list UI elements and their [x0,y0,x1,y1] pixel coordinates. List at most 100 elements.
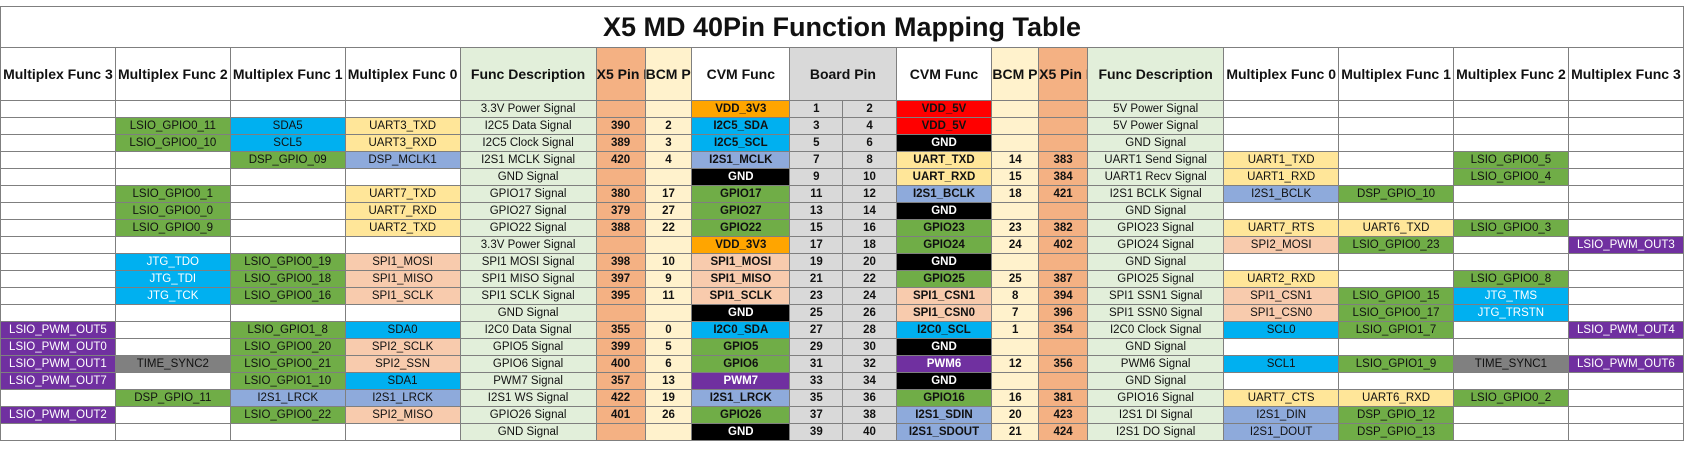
right-cvm-func: UART_RXD [895,168,993,186]
right-x5-pin-index: 396 [1038,304,1089,322]
left-cvm-func: I2S1_LRCK [691,389,791,407]
right-mux2: LSIO_GPIO0_5 [1452,151,1569,169]
left-cvm-func: GPIO22 [691,219,791,237]
left-board-pin: 33 [789,372,844,390]
right-board-pin: 26 [842,304,897,322]
left-func-desc: GPIO6 Signal [459,355,597,373]
right-mux0 [1223,100,1340,118]
left-board-pin: 29 [789,338,844,356]
right-cvm-func: UART_TXD [895,151,993,169]
left-cvm-func: GPIO6 [691,355,791,373]
right-cvm-func: SPI1_CSN1 [895,287,993,305]
left-mux0: UART2_TXD [344,219,461,237]
table-row: 3.3V Power Signal VDD_3V3 1 2 VDD_5V 5V Power… [0,100,1684,118]
right-mux3 [1567,287,1684,305]
left-bcm-pin [644,304,693,322]
right-mux1: LSIO_GPIO0_17 [1338,304,1454,322]
left-bcm-pin [644,168,693,186]
right-mux0 [1223,338,1340,356]
left-mux0 [344,168,461,186]
right-x5-pin-index: 356 [1038,355,1089,373]
right-mux3 [1567,151,1684,169]
left-mux1: LSIO_GPIO1_8 [229,321,346,339]
right-board-pin: 24 [842,287,897,305]
right-func-desc: UART1 Recv Signal [1087,168,1225,186]
left-mux0 [344,304,461,322]
left-func-desc: GPIO5 Signal [459,338,597,356]
right-mux0 [1223,202,1340,220]
left-mux1 [229,304,346,322]
left-mux0: UART3_TXD [344,117,461,135]
left-x5-pin-index: 389 [595,134,646,152]
right-cvm-func: SPI1_CSN0 [895,304,993,322]
left-mux3 [0,287,116,305]
left-mux3: LSIO_PWM_OUT1 [0,355,116,373]
left-mux3: LSIO_PWM_OUT2 [0,406,116,424]
left-cvm-func: PWM7 [691,372,791,390]
left-func-desc: GPIO26 Signal [459,406,597,424]
header-mux0-left: Multiplex Func 0 [344,47,461,101]
left-mux1: LSIO_GPIO0_18 [229,270,346,288]
left-mux2: LSIO_GPIO0_11 [114,117,231,135]
right-board-pin: 28 [842,321,897,339]
left-mux1: LSIO_GPIO0_22 [229,406,346,424]
left-cvm-func: SPI1_MOSI [691,253,791,271]
right-mux0: UART1_RXD [1223,168,1340,186]
right-x5-pin-index: 387 [1038,270,1089,288]
left-bcm-pin: 3 [644,134,693,152]
right-mux1: LSIO_GPIO1_7 [1338,321,1454,339]
right-mux1 [1338,134,1454,152]
left-board-pin: 5 [789,134,844,152]
right-x5-pin-index: 354 [1038,321,1089,339]
right-mux1: DSP_GPIO_13 [1338,423,1454,441]
left-mux3: LSIO_PWM_OUT7 [0,372,116,390]
left-cvm-func: GPIO5 [691,338,791,356]
left-mux3: LSIO_PWM_OUT0 [0,338,116,356]
table-row: 3.3V Power Signal VDD_3V3 17 18 GPIO24 24 402 G… [0,236,1684,254]
right-mux1: LSIO_GPIO0_15 [1338,287,1454,305]
right-board-pin: 2 [842,100,897,118]
right-x5-pin-index: 383 [1038,151,1089,169]
left-mux1: LSIO_GPIO0_16 [229,287,346,305]
left-x5-pin-index [595,168,646,186]
left-mux2: LSIO_GPIO0_9 [114,219,231,237]
left-func-desc: I2C0 Data Signal [459,321,597,339]
right-mux3 [1567,168,1684,186]
right-bcm-pin: 7 [991,304,1040,322]
left-bcm-pin: 10 [644,253,693,271]
right-mux0: UART2_RXD [1223,270,1340,288]
right-func-desc: SPI1 SSN1 Signal [1087,287,1225,305]
left-board-pin: 23 [789,287,844,305]
right-mux0 [1223,372,1340,390]
right-bcm-pin [991,202,1040,220]
right-bcm-pin: 20 [991,406,1040,424]
right-x5-pin-index: 384 [1038,168,1089,186]
right-cvm-func: GPIO25 [895,270,993,288]
right-mux3 [1567,338,1684,356]
left-mux0: SPI1_MOSI [344,253,461,271]
left-x5-pin-index [595,423,646,441]
left-x5-pin-index: 388 [595,219,646,237]
right-bcm-pin: 1 [991,321,1040,339]
table-row: GND Signal GND 25 26 SPI1_CSN0 7 396 SPI1 SSN0 … [0,304,1684,322]
right-mux1 [1338,100,1454,118]
left-bcm-pin: 0 [644,321,693,339]
left-mux2: JTG_TCK [114,287,231,305]
right-mux3 [1567,134,1684,152]
right-mux1: UART6_TXD [1338,219,1454,237]
left-board-pin: 17 [789,236,844,254]
right-bcm-pin: 25 [991,270,1040,288]
left-bcm-pin: 26 [644,406,693,424]
header-x5-index-left: X5 Pin Index [595,47,646,101]
left-mux2 [114,168,231,186]
left-x5-pin-index: 379 [595,202,646,220]
right-mux2 [1452,236,1569,254]
right-cvm-func: GND [895,134,993,152]
right-x5-pin-index: 382 [1038,219,1089,237]
left-mux1: SDA5 [229,117,346,135]
right-func-desc: GND Signal [1087,202,1225,220]
left-cvm-func: GND [691,423,791,441]
right-board-pin: 30 [842,338,897,356]
left-x5-pin-index [595,100,646,118]
right-func-desc: I2S1 DI Signal [1087,406,1225,424]
